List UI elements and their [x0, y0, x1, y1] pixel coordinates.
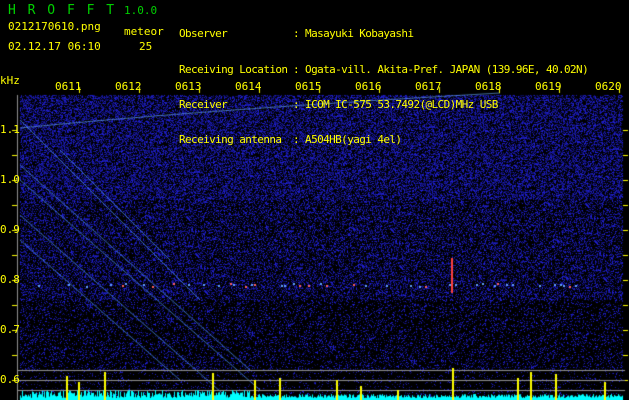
- info-row-receiver: Receiver : ICOM IC-575 53.7492(@LCD)MHz U…: [179, 97, 588, 111]
- meteor-count: 25: [139, 40, 153, 53]
- y-tick-label: 1.1: [0, 123, 20, 136]
- time-label: 0611: [55, 80, 82, 93]
- info-value: : A504HB(yagi 4el): [293, 132, 402, 146]
- info-label: Receiving Location: [179, 62, 288, 76]
- datetime: 02.12.17 06:10: [8, 40, 101, 53]
- info-label: Receiving antenna: [179, 132, 282, 146]
- time-label: 0612: [115, 80, 142, 93]
- y-unit-label: kHz: [0, 74, 20, 87]
- info-value: : ICOM IC-575 53.7492(@LCD)MHz USB: [293, 97, 498, 111]
- info-value: : Ogata-vill. Akita-Pref. JAPAN (139.96E…: [293, 62, 589, 76]
- info-row-location: Receiving Location : Ogata-vill. Akita-Pr…: [179, 62, 589, 76]
- info-row-observer: Observer : Masayuki Kobayashi: [179, 28, 588, 40]
- time-label: 0620: [595, 80, 622, 93]
- y-tick-label: 0.7: [0, 323, 20, 336]
- time-label: 0615: [295, 80, 322, 93]
- app-title: H R O F F T: [8, 3, 117, 18]
- time-label: 0613: [175, 80, 202, 93]
- y-tick-label: 0.9: [0, 223, 20, 236]
- time-label: 0616: [355, 80, 382, 93]
- info-label: Receiver: [179, 97, 228, 111]
- info-label: Observer: [179, 27, 228, 41]
- meteor-label: meteor: [124, 25, 164, 38]
- time-label: 0617: [415, 80, 442, 93]
- time-label: 0619: [535, 80, 562, 93]
- station-info: Observer : Masayuki Kobayashi Receiving L…: [179, 5, 589, 157]
- filename: 0212170610.png: [8, 20, 101, 33]
- y-tick-label: 1.0: [0, 173, 20, 186]
- time-label: 0614: [235, 80, 262, 93]
- info-row-antenna: Receiving antenna : A504HB(yagi 4el): [179, 132, 588, 146]
- y-tick-label: 0.6: [0, 373, 20, 386]
- app-version: 1.0.0: [124, 4, 158, 17]
- y-tick-label: 0.8: [0, 273, 20, 286]
- time-label: 0618: [475, 80, 502, 93]
- info-value: : Masayuki Kobayashi: [293, 27, 414, 41]
